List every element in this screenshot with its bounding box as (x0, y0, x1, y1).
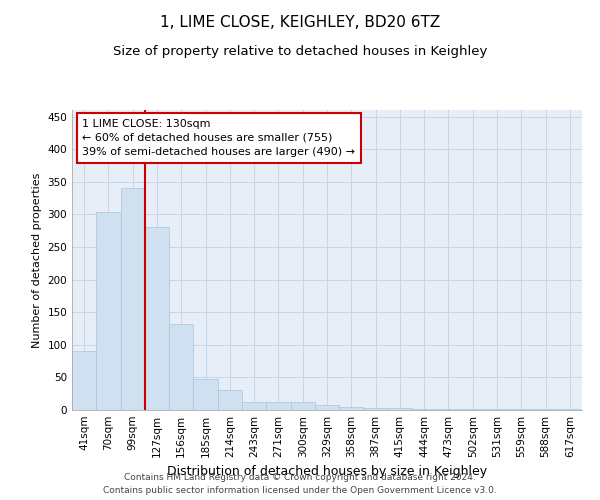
X-axis label: Distribution of detached houses by size in Keighley: Distribution of detached houses by size … (167, 466, 487, 478)
Bar (364, 408, 388, 410)
Bar (218, 390, 242, 410)
Text: Contains HM Land Registry data © Crown copyright and database right 2024.
Contai: Contains HM Land Registry data © Crown c… (103, 474, 497, 495)
Bar (315, 406, 339, 410)
Bar (290, 402, 315, 410)
Bar (96, 212, 121, 410)
Text: 1, LIME CLOSE, KEIGHLEY, BD20 6TZ: 1, LIME CLOSE, KEIGHLEY, BD20 6TZ (160, 15, 440, 30)
Bar (169, 324, 193, 410)
Bar (242, 402, 266, 410)
Bar (193, 380, 218, 410)
Bar (72, 352, 96, 410)
Y-axis label: Number of detached properties: Number of detached properties (32, 172, 42, 348)
Text: Size of property relative to detached houses in Keighley: Size of property relative to detached ho… (113, 45, 487, 58)
Bar (412, 408, 436, 410)
Text: 1 LIME CLOSE: 130sqm
← 60% of detached houses are smaller (755)
39% of semi-deta: 1 LIME CLOSE: 130sqm ← 60% of detached h… (82, 119, 355, 157)
Bar (145, 228, 169, 410)
Bar (266, 402, 290, 410)
Bar (388, 408, 412, 410)
Bar (339, 406, 364, 410)
Bar (121, 188, 145, 410)
